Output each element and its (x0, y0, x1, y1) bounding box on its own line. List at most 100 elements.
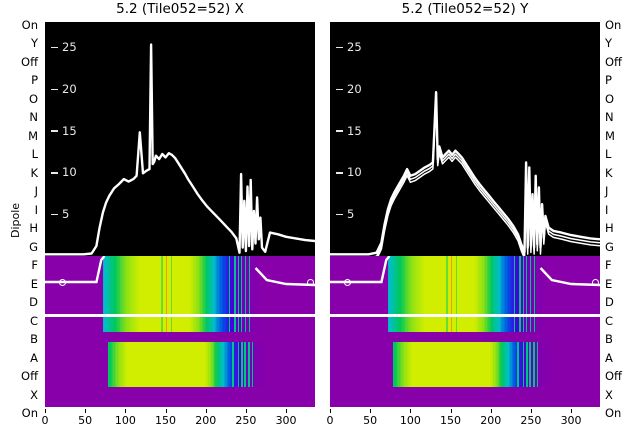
category-label: L (31, 147, 38, 162)
y-tick-label: 15 (336, 124, 362, 138)
category-label: P (31, 73, 38, 88)
baseline-trace-svg (45, 256, 315, 287)
data-point-marker[interactable] (591, 278, 599, 286)
x-tick (330, 409, 331, 413)
category-label: K (605, 165, 613, 180)
x-tick-label: 150 (440, 414, 462, 427)
category-label: On (605, 406, 622, 420)
x-tick (370, 409, 372, 413)
category-label: A (30, 350, 38, 365)
x-tick-label: 0 (326, 414, 334, 427)
x-tick-label: 100 (399, 414, 421, 427)
category-label: H (605, 221, 614, 236)
category-label: Off (21, 369, 38, 384)
trace-area-left: 5 10 15 20 25 (45, 22, 315, 256)
x-axis-left: 0 50 100 150 200 250 300 (42, 409, 315, 427)
y-tick-label: 10 (51, 165, 77, 179)
category-label: Off (605, 369, 622, 384)
category-label: On (605, 18, 622, 32)
category-label: G (605, 239, 614, 254)
category-label: K (30, 165, 38, 180)
category-label: Off (21, 54, 38, 69)
x-tick-label: 100 (114, 414, 136, 427)
category-label: J (605, 184, 609, 199)
baseline-trace-svg (330, 256, 600, 287)
data-point-marker[interactable] (306, 278, 314, 286)
x-tick (45, 409, 46, 413)
heatmap-accent-line (455, 256, 457, 332)
x-tick-label: 300 (560, 414, 582, 427)
x-tick (165, 409, 167, 413)
category-label: N (605, 110, 614, 125)
category-label: G (29, 239, 38, 254)
category-label: X (605, 387, 613, 402)
panel-title-left: 5.2 (Tile052=52) X (116, 1, 244, 17)
y-tick-label: 5 (51, 207, 69, 221)
category-label: F (605, 258, 612, 273)
category-label: I (34, 202, 38, 217)
category-label: I (605, 202, 609, 217)
category-label: Y (30, 36, 38, 51)
category-label: M (605, 128, 615, 143)
category-label: C (605, 313, 614, 328)
category-axis-left: On Y Off P O N M L K J I H G F E D C B A Off X On (8, 19, 38, 420)
x-tick (245, 409, 247, 413)
category-axis-right: On Y Off P O N M L K J I H G F E D C B A Off X On (605, 18, 635, 420)
x-tick (410, 409, 412, 413)
x-tick (205, 409, 207, 413)
x-tick-label: 250 (235, 414, 257, 427)
plot-panel-left[interactable]: 5 10 15 20 25 (45, 22, 315, 407)
heatmap-band-upper (102, 256, 261, 332)
separator-line (45, 314, 315, 317)
heatmap-area-left (45, 256, 315, 407)
heatmap-accent-line (170, 256, 172, 332)
category-label: On (21, 406, 38, 420)
category-label: A (605, 350, 613, 365)
x-tick-label: 50 (363, 414, 378, 427)
data-point-marker[interactable] (59, 278, 67, 286)
heatmap-band-upper (387, 256, 546, 332)
category-label: Y (605, 36, 613, 51)
x-tick-label: 200 (195, 414, 217, 427)
x-tick-label: 50 (78, 414, 93, 427)
x-tick-label: 250 (520, 414, 542, 427)
category-label: O (28, 91, 38, 106)
panel-title-right: 5.2 (Tile052=52) Y (401, 1, 529, 17)
x-axis-right: 0 50 100 150 200 250 300 (326, 409, 600, 427)
y-tick-label: 25 (336, 40, 362, 54)
category-label: O (605, 91, 615, 106)
category-label: H (29, 221, 38, 236)
x-tick (530, 409, 532, 413)
x-tick-label: 300 (275, 414, 297, 427)
y-tick-label: 25 (51, 40, 77, 54)
x-tick (125, 409, 127, 413)
x-tick (450, 409, 452, 413)
category-label: C (29, 313, 38, 328)
category-label: B (30, 332, 38, 347)
category-label: P (605, 73, 612, 88)
x-tick (571, 409, 573, 413)
plot-panel-right[interactable]: 5 10 15 20 25 (330, 22, 600, 407)
y-tick-label: 10 (336, 165, 362, 179)
category-label: M (28, 128, 38, 143)
x-tick-label: 200 (480, 414, 502, 427)
heatmap-band-lower (392, 342, 549, 387)
heatmap-band-lower (107, 342, 264, 387)
y-tick-label: 20 (51, 82, 77, 96)
category-label: Off (605, 54, 622, 69)
category-label: B (605, 332, 613, 347)
category-label: N (29, 110, 38, 125)
heatmap-accent-line (446, 256, 448, 332)
category-label: J (34, 184, 38, 199)
heatmap-accent-line (165, 256, 168, 332)
trace-area-right: 5 10 15 20 25 (330, 22, 600, 256)
category-label: X (30, 387, 38, 402)
category-label: D (605, 295, 614, 310)
trace-svg (330, 90, 600, 256)
y-tick-label: 5 (336, 207, 354, 221)
separator-line (330, 314, 600, 317)
heatmap-accent-line (161, 256, 163, 332)
data-point-marker[interactable] (344, 278, 352, 286)
trace-svg (45, 43, 315, 256)
